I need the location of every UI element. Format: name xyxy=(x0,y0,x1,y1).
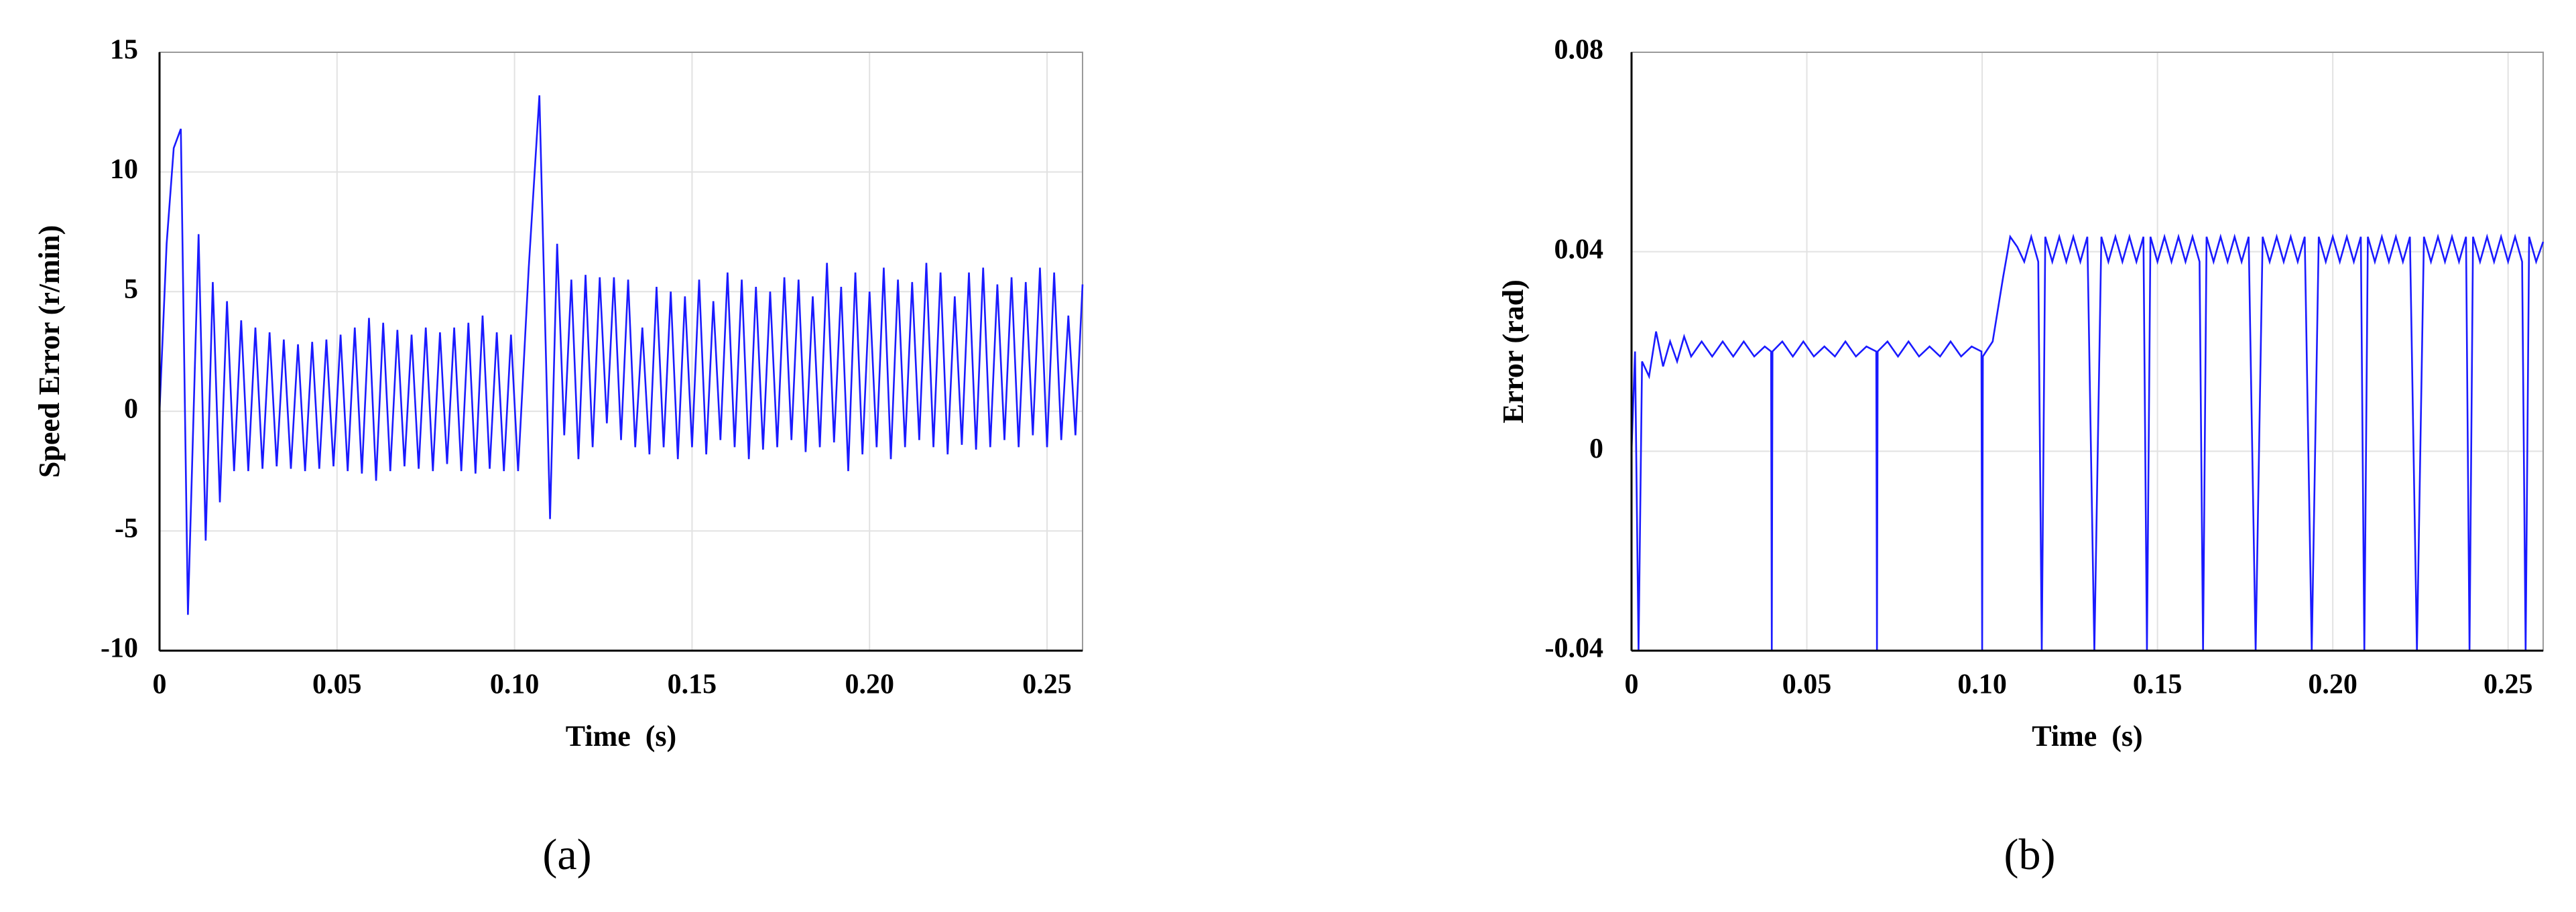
x-tick-label: 0.25 xyxy=(1022,669,1072,700)
caption: (b) xyxy=(2004,830,2056,879)
y-tick-label: 0 xyxy=(1589,434,1603,464)
x-axis-title: Time (s) xyxy=(566,720,676,753)
y-tick-label: 15 xyxy=(110,35,138,66)
y-tick-label: 0 xyxy=(124,393,138,424)
x-tick-label: 0.25 xyxy=(2483,669,2533,700)
x-tick-label: 0.15 xyxy=(2133,669,2183,700)
x-tick-label: 0.05 xyxy=(1782,669,1832,700)
y-tick-label: -10 xyxy=(101,633,138,664)
x-tick-label: 0.20 xyxy=(845,669,894,700)
caption: (a) xyxy=(542,830,591,879)
y-tick-label: 10 xyxy=(110,154,138,185)
data-line xyxy=(158,95,1084,615)
x-tick-label: 0.10 xyxy=(490,669,540,700)
x-tick-label: 0.15 xyxy=(668,669,717,700)
y-axis-title: Speed Error (r/min) xyxy=(33,225,66,478)
data-line xyxy=(1630,233,2544,651)
y-axis-title: Error (rad) xyxy=(1497,279,1530,424)
y-tick-label: 0.08 xyxy=(1554,35,1604,66)
y-tick-label: 0.04 xyxy=(1554,234,1604,265)
y-tick-label: -0.04 xyxy=(1545,633,1604,664)
y-tick-label: 5 xyxy=(124,274,138,305)
y-tick-label: -5 xyxy=(115,513,138,544)
x-tick-label: 0 xyxy=(153,669,167,700)
plot-frame xyxy=(1631,52,2544,651)
x-tick-label: 0.05 xyxy=(312,669,362,700)
x-tick-label: 0 xyxy=(1625,669,1639,700)
x-tick-label: 0.10 xyxy=(1957,669,2007,700)
x-tick-label: 0.20 xyxy=(2308,669,2357,700)
x-axis-title: Time (s) xyxy=(2032,720,2142,753)
